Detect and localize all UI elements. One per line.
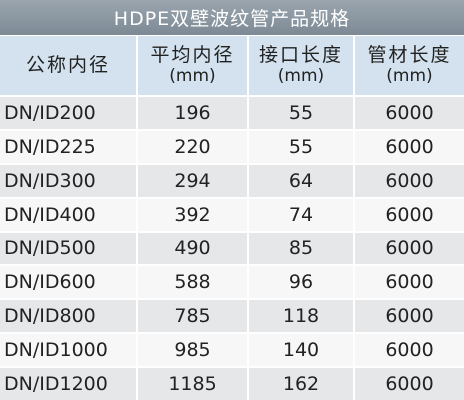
table-cell: 140 xyxy=(249,334,353,367)
column-header: 接口长度 (mm) xyxy=(249,36,353,95)
table-cell: 6000 xyxy=(355,164,464,197)
column-header: 平均内径 (mm) xyxy=(138,36,247,95)
table-cell: 96 xyxy=(249,266,353,299)
table-cell: 6000 xyxy=(355,334,464,367)
row-label: DN/ID1200 xyxy=(0,368,136,400)
row-label: DN/ID1000 xyxy=(0,334,136,367)
spec-table: 公称内径 平均内径 (mm) 接口长度 (mm) 管材长度 (mm) DN/ID200 196 5… xyxy=(0,36,464,400)
table-cell: 392 xyxy=(138,198,247,231)
table-cell: 220 xyxy=(138,130,247,163)
row-label: DN/ID800 xyxy=(0,300,136,333)
table-cell: 588 xyxy=(138,266,247,299)
table-cell: 6000 xyxy=(355,232,464,265)
column-label: 公称内径 xyxy=(25,54,110,76)
table-cell: 6000 xyxy=(355,266,464,299)
table-cell: 55 xyxy=(249,130,353,163)
table-cell: 118 xyxy=(249,300,353,333)
table-cell: 6000 xyxy=(355,97,464,129)
column-unit: (mm) xyxy=(169,65,216,86)
table-cell: 6000 xyxy=(355,368,464,400)
column-label: 管材长度 xyxy=(367,43,452,66)
table-cell: 294 xyxy=(138,164,247,197)
table-cell: 162 xyxy=(249,368,353,400)
column-unit: (mm) xyxy=(386,65,433,86)
column-label: 接口长度 xyxy=(258,43,343,66)
table-cell: 196 xyxy=(138,97,247,129)
column-label: 平均内径 xyxy=(150,43,235,66)
table-cell: 6000 xyxy=(355,198,464,231)
row-label: DN/ID300 xyxy=(0,164,136,197)
table-title: HDPE双壁波纹管产品规格 xyxy=(0,0,464,35)
column-header: 公称内径 xyxy=(0,36,136,95)
table-cell: 985 xyxy=(138,334,247,367)
column-unit: (mm) xyxy=(277,65,325,86)
row-label: DN/ID500 xyxy=(0,232,136,265)
column-header: 管材长度 (mm) xyxy=(355,36,464,95)
table-cell: 55 xyxy=(249,97,353,129)
table-cell: 1185 xyxy=(138,368,247,400)
table-cell: 6000 xyxy=(355,130,464,163)
table-cell: 6000 xyxy=(355,300,464,333)
row-label: DN/ID400 xyxy=(0,198,136,231)
row-label: DN/ID600 xyxy=(0,266,136,299)
row-label: DN/ID200 xyxy=(0,97,136,129)
table-cell: 85 xyxy=(249,232,353,265)
table-cell: 490 xyxy=(138,232,247,265)
table-cell: 785 xyxy=(138,300,247,333)
table-cell: 64 xyxy=(249,164,353,197)
row-label: DN/ID225 xyxy=(0,130,136,163)
table-cell: 74 xyxy=(249,198,353,231)
